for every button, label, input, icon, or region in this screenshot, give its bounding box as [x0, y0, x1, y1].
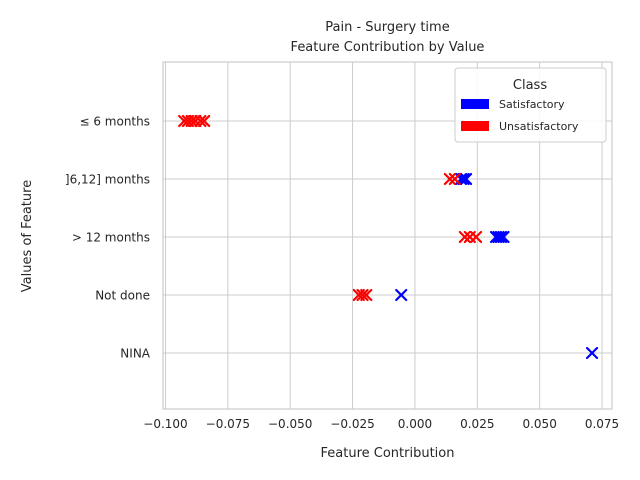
- point-unsatisfactory: [458, 230, 471, 244]
- legend-swatch-satisfactory: [461, 99, 489, 109]
- data-points: [178, 114, 599, 360]
- point-unsatisfactory: [448, 172, 461, 186]
- point-unsatisfactory: [469, 230, 483, 244]
- point-unsatisfactory: [360, 288, 373, 302]
- y-tick-label: > 12 months: [72, 231, 150, 245]
- legend-swatch-unsatisfactory: [461, 121, 489, 131]
- y-tick-label: Not done: [95, 289, 150, 303]
- point-satisfactory: [497, 230, 510, 244]
- point-satisfactory: [457, 172, 470, 186]
- y-axis-label: Values of Feature: [20, 180, 35, 292]
- point-satisfactory: [459, 172, 473, 186]
- point-unsatisfactory: [356, 288, 369, 302]
- point-satisfactory: [494, 230, 508, 244]
- x-tick-label: −0.100: [143, 417, 187, 431]
- chart-title: Pain - Surgery time: [325, 20, 449, 35]
- x-tick-label: 0.075: [585, 417, 619, 431]
- x-tick-labels: −0.100 −0.075 −0.050 −0.025 0.000 0.025 0.050 0…: [143, 417, 619, 431]
- y-tick-label: ≤ 6 months: [79, 115, 150, 129]
- legend-label-unsatisfactory: Unsatisfactory: [499, 120, 579, 133]
- chart-subtitle: Feature Contribution by Value: [291, 40, 485, 55]
- x-tick-label: −0.025: [330, 417, 374, 431]
- y-tick-label: ]6,12] months: [65, 173, 150, 187]
- y-tick-label: NINA: [120, 347, 150, 361]
- x-tick-label: 0.025: [460, 417, 494, 431]
- point-unsatisfactory: [194, 114, 207, 128]
- point-satisfactory: [585, 346, 599, 360]
- x-tick-label: −0.050: [268, 417, 312, 431]
- y-tick-labels: ≤ 6 months ]6,12] months > 12 months Not do…: [65, 115, 151, 361]
- point-unsatisfactory: [185, 114, 198, 128]
- legend: Class Satisfactory Unsatisfactory: [454, 67, 607, 143]
- point-unsatisfactory: [198, 114, 211, 128]
- x-tick-label: 0.050: [522, 417, 556, 431]
- point-satisfactory: [492, 230, 505, 244]
- point-satisfactory: [395, 288, 408, 302]
- legend-label-satisfactory: Satisfactory: [499, 98, 565, 111]
- legend-box: [454, 67, 607, 143]
- x-axis-label: Feature Contribution: [321, 446, 455, 461]
- legend-title: Class: [513, 78, 547, 93]
- point-unsatisfactory: [189, 114, 202, 128]
- plot-frame: [162, 61, 613, 410]
- x-tick-label: −0.075: [206, 417, 250, 431]
- point-unsatisfactory: [443, 172, 456, 186]
- x-tick-label: 0.000: [398, 417, 432, 431]
